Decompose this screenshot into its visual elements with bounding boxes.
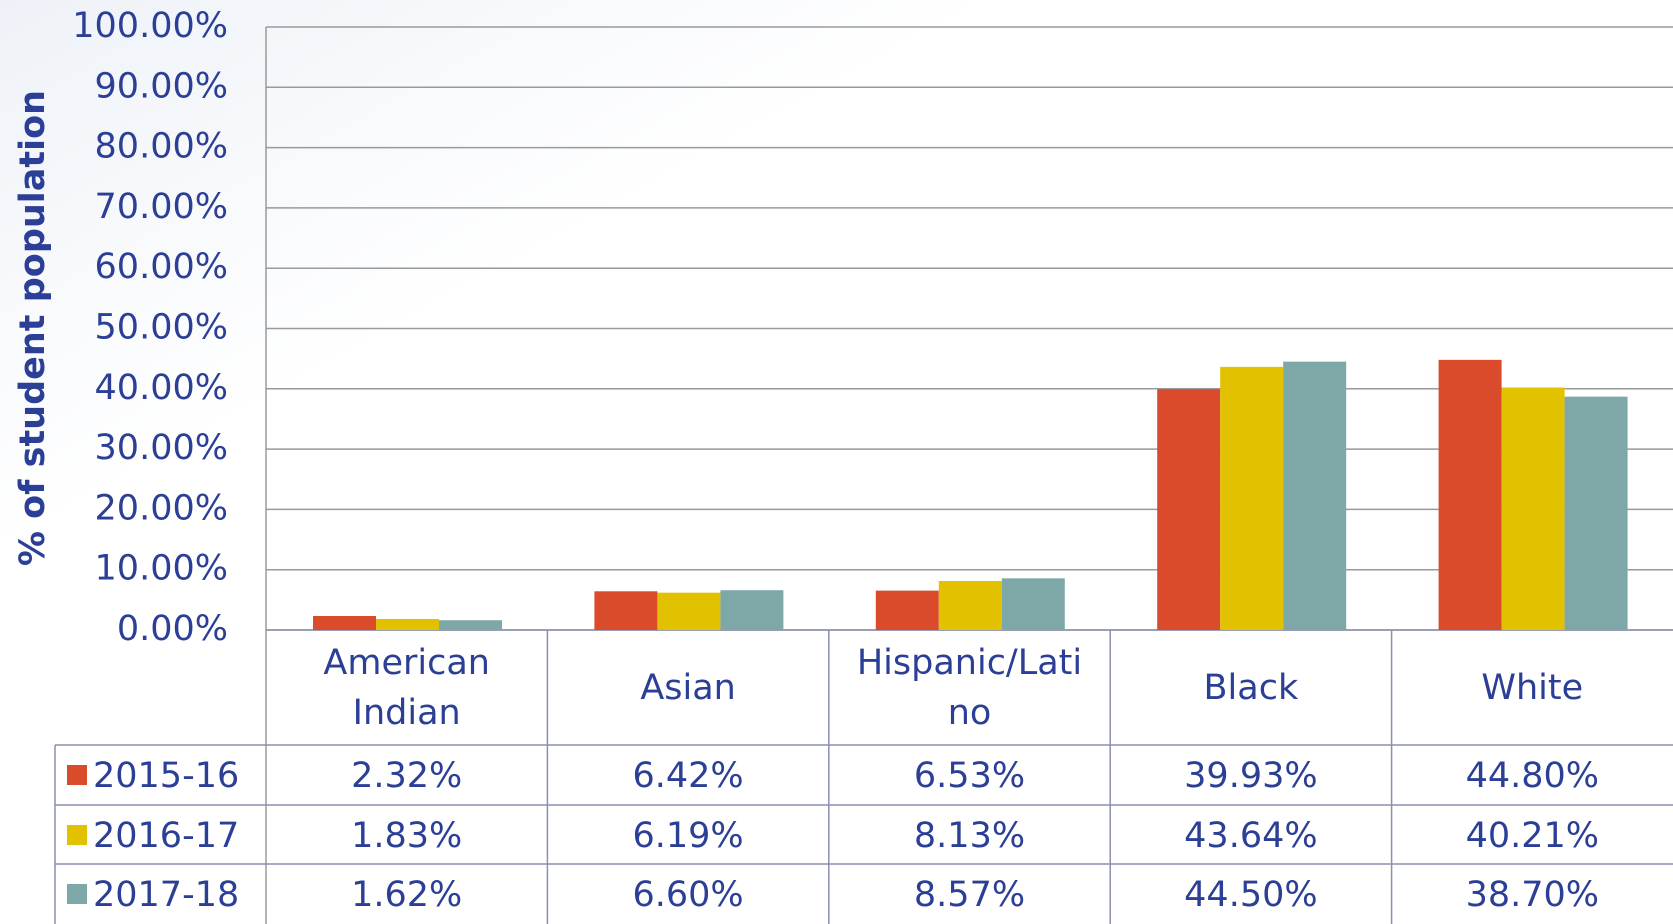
bar <box>594 591 658 630</box>
bar <box>657 592 721 630</box>
legend-label: 2017-18 <box>93 875 239 915</box>
y-tick-label: 90.00% <box>95 66 228 106</box>
y-tick-label: 0.00% <box>117 609 228 649</box>
category-cell: Hispanic/Latino <box>856 642 1083 733</box>
table-value: 6.53% <box>914 756 1025 796</box>
bar <box>313 616 376 630</box>
legend-label: 2016-17 <box>93 816 239 856</box>
table-value: 6.42% <box>633 756 744 796</box>
table-value: 38.70% <box>1466 875 1599 915</box>
bar <box>1283 361 1347 630</box>
y-tick-label: 70.00% <box>95 187 228 227</box>
category-cell: Asian <box>640 667 736 708</box>
table-value: 44.50% <box>1184 875 1317 915</box>
legend-label: 2015-16 <box>93 756 239 796</box>
table-value: 6.60% <box>633 875 744 915</box>
table-value: 8.57% <box>914 875 1025 915</box>
y-tick-label: 100.00% <box>72 6 228 46</box>
table-value: 1.62% <box>351 875 462 915</box>
bar <box>1564 396 1628 630</box>
x-tick-label: White <box>1481 667 1584 708</box>
table-value: 39.93% <box>1184 756 1317 796</box>
bar <box>938 580 1002 630</box>
x-tick-label: Black <box>1203 667 1299 708</box>
table-value: 43.64% <box>1184 816 1317 856</box>
category-cell: White <box>1481 667 1584 708</box>
x-tick-label: American Indian <box>323 642 490 733</box>
table-value: 40.21% <box>1466 816 1599 856</box>
category-cell: Black <box>1203 667 1299 708</box>
table-value: 44.80% <box>1466 756 1599 796</box>
table-value: 8.13% <box>914 816 1025 856</box>
bar <box>1438 359 1502 630</box>
y-axis-label: % of student population <box>13 90 53 566</box>
x-tick-label: Hispanic/Latino <box>856 642 1083 733</box>
y-tick-label: 50.00% <box>95 308 228 348</box>
bar <box>1157 389 1221 630</box>
legend-swatch <box>67 884 87 904</box>
bar <box>875 590 939 630</box>
legend-swatch <box>67 825 87 845</box>
y-tick-label: 30.00% <box>95 428 228 468</box>
table-value: 2.32% <box>351 756 462 796</box>
y-tick-label: 10.00% <box>95 549 228 589</box>
y-tick-label: 40.00% <box>95 368 228 408</box>
bar <box>376 618 439 630</box>
y-tick-label: 20.00% <box>95 488 228 528</box>
legend-swatch <box>67 765 87 785</box>
x-tick-label: Asian <box>640 667 736 708</box>
bar <box>1001 578 1065 630</box>
bar <box>439 620 502 630</box>
bar <box>1501 387 1565 630</box>
y-tick-label: 60.00% <box>95 247 228 287</box>
table-value: 1.83% <box>351 816 462 856</box>
table-value: 6.19% <box>633 816 744 856</box>
category-cell: American Indian <box>323 642 490 733</box>
bar <box>720 590 784 630</box>
y-tick-label: 80.00% <box>95 127 228 167</box>
bar <box>1220 366 1284 630</box>
